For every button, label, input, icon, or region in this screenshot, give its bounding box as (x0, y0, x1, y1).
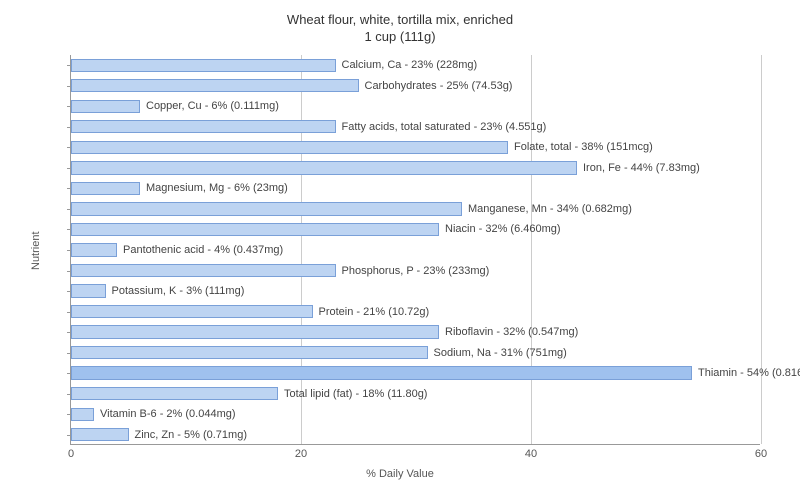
nutrient-bar[interactable] (71, 346, 428, 359)
nutrient-bar[interactable] (71, 366, 692, 379)
nutrient-bar[interactable] (71, 305, 313, 318)
nutrient-bar[interactable] (71, 387, 278, 400)
y-axis-label: Nutrient (30, 231, 42, 270)
nutrient-bar-label: Protein - 21% (10.72g) (319, 306, 430, 318)
nutrient-bar[interactable] (71, 223, 439, 236)
nutrient-bar[interactable] (71, 161, 577, 174)
nutrient-bar-label: Niacin - 32% (6.460mg) (445, 223, 561, 235)
nutrient-bar[interactable] (71, 120, 336, 133)
x-tick-label: 60 (755, 448, 767, 460)
nutrient-bar[interactable] (71, 79, 359, 92)
nutrient-bar-label: Riboflavin - 32% (0.547mg) (445, 326, 578, 338)
plot-area: 0204060Calcium, Ca - 23% (228mg)Carbohyd… (70, 55, 760, 445)
nutrient-bar-label: Phosphorus, P - 23% (233mg) (342, 265, 490, 277)
nutrient-bar[interactable] (71, 141, 508, 154)
nutrient-bar-label: Vitamin B-6 - 2% (0.044mg) (100, 408, 236, 420)
nutrient-bar-label: Pantothenic acid - 4% (0.437mg) (123, 244, 283, 256)
nutrient-bar-label: Zinc, Zn - 5% (0.71mg) (135, 429, 247, 441)
nutrient-bar-label: Carbohydrates - 25% (74.53g) (365, 80, 513, 92)
chart-title-line2: 1 cup (111g) (364, 29, 435, 44)
nutrient-bar-label: Potassium, K - 3% (111mg) (112, 285, 245, 297)
x-tick-label: 0 (68, 448, 74, 460)
nutrient-bar-label: Manganese, Mn - 34% (0.682mg) (468, 203, 632, 215)
chart-title: Wheat flour, white, tortilla mix, enrich… (0, 12, 800, 46)
nutrient-bar-label: Copper, Cu - 6% (0.111mg) (146, 100, 279, 112)
nutrient-bar-label: Sodium, Na - 31% (751mg) (434, 347, 567, 359)
nutrient-bar[interactable] (71, 100, 140, 113)
nutrient-bar[interactable] (71, 182, 140, 195)
x-tick-label: 20 (295, 448, 307, 460)
nutrient-bar[interactable] (71, 264, 336, 277)
nutrient-bar-label: Total lipid (fat) - 18% (11.80g) (284, 388, 427, 400)
nutrient-bar-label: Thiamin - 54% (0.816mg) (698, 367, 800, 379)
nutrient-bar-label: Calcium, Ca - 23% (228mg) (342, 59, 478, 71)
nutrient-bar-label: Fatty acids, total saturated - 23% (4.55… (342, 121, 547, 133)
nutrient-bar-label: Folate, total - 38% (151mcg) (514, 141, 653, 153)
x-axis-label: % Daily Value (0, 468, 800, 480)
nutrient-chart: Wheat flour, white, tortilla mix, enrich… (0, 0, 800, 500)
nutrient-bar[interactable] (71, 428, 129, 441)
nutrient-bar[interactable] (71, 284, 106, 297)
nutrient-bar[interactable] (71, 408, 94, 421)
grid-line (531, 55, 532, 444)
nutrient-bar-label: Magnesium, Mg - 6% (23mg) (146, 182, 288, 194)
nutrient-bar[interactable] (71, 59, 336, 72)
x-tick-label: 40 (525, 448, 537, 460)
nutrient-bar[interactable] (71, 202, 462, 215)
nutrient-bar-label: Iron, Fe - 44% (7.83mg) (583, 162, 700, 174)
grid-line (301, 55, 302, 444)
nutrient-bar[interactable] (71, 243, 117, 256)
grid-line (761, 55, 762, 444)
nutrient-bar[interactable] (71, 325, 439, 338)
chart-title-line1: Wheat flour, white, tortilla mix, enrich… (287, 12, 513, 27)
